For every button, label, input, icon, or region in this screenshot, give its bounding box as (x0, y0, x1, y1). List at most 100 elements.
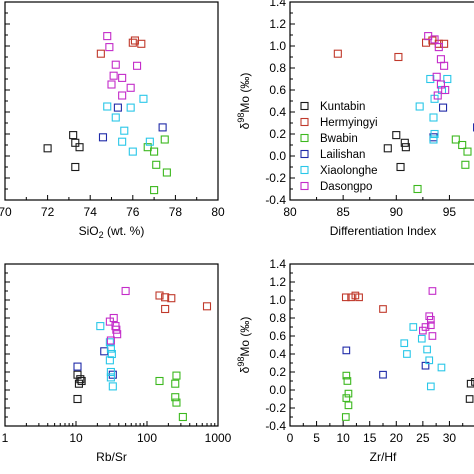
data-point-kuntabin (74, 379, 83, 388)
data-point-hermyingyi (333, 49, 342, 58)
chart-panel-top-left: 70 72 74 76 78 80 SiO2 (wt. %) (0, 1, 225, 240)
legend-marker-lailishan (300, 149, 309, 159)
legend-marker-dasongpo (300, 181, 309, 191)
data-point-xiaolonghe (120, 126, 129, 135)
y-tick-label: 1.2 (269, 17, 286, 31)
y-tick-label: 0.6 (269, 83, 286, 97)
y-title-rest: Mo (‰) (238, 317, 252, 357)
x-tick-label: 80 (211, 205, 225, 219)
legend-label: Xiaolonghe (320, 165, 378, 177)
x-tick-label: 76 (126, 205, 140, 219)
x-axis-title: Rb/Sr (96, 450, 127, 464)
data-point-xiaolonghe (118, 137, 127, 146)
data-point-dasongpo (121, 286, 130, 296)
data-point-hermyingyi (202, 302, 212, 311)
data-point-lailishan (113, 103, 122, 112)
y-tick-label: 0.8 (269, 61, 286, 75)
data-point-dasongpo (106, 336, 115, 345)
data-point-lailishan (73, 362, 82, 371)
data-point-dasongpo (126, 83, 135, 92)
data-point-bwabin (342, 371, 351, 380)
x-tick-label: 80 (283, 205, 297, 219)
y-tick-label: 0.8 (269, 311, 286, 325)
data-point-bwabin (451, 135, 460, 144)
data-point-xiaolonghe (106, 344, 115, 353)
data-point-bwabin (172, 398, 181, 407)
data-point-dasongpo (109, 71, 118, 80)
data-point-hermyingyi (355, 293, 363, 302)
x-tick-label: 15 (363, 431, 377, 445)
data-point-kuntabin (73, 370, 82, 379)
y-tick-label: 1.0 (269, 293, 286, 307)
y-tick-label: -0.2 (265, 401, 286, 415)
plot-frame (289, 263, 474, 427)
x-tick-label: 0 (287, 431, 294, 445)
plot-frame (289, 1, 474, 201)
data-point-kuntabin (392, 131, 401, 140)
data-point-dasongpo (440, 61, 449, 70)
y-axis-title: δ98Mo (‰) (236, 317, 252, 374)
data-point-bwabin (463, 147, 472, 156)
data-point-bwabin (171, 393, 180, 402)
data-point-kuntabin (71, 162, 80, 172)
data-point-kuntabin (400, 138, 409, 147)
y-tick-label: -0.4 (265, 193, 286, 207)
legend-label: Bwabin (320, 133, 358, 145)
data-point-bwabin (171, 379, 180, 388)
data-point-xiaolonghe (415, 102, 424, 111)
data-point-bwabin (458, 140, 467, 150)
x-axis-title: Differentiation Index (330, 224, 437, 238)
data-point-bwabin (344, 389, 353, 398)
data-point-kuntabin (471, 378, 474, 386)
data-point-xiaolonghe (96, 322, 105, 331)
y-tick-label: 0.2 (269, 365, 286, 379)
data-point-dasongpo (434, 43, 443, 52)
data-point-bwabin (152, 160, 161, 169)
data-point-bwabin (343, 377, 352, 385)
data-point-dasongpo (426, 321, 435, 330)
y-tick-label: 1.4 (269, 0, 286, 9)
chart-panel-top-right: -0.4 -0.2 0.0 0.2 0.4 0.6 0.8 1.0 1.2 1.4 80 85 90 95… (236, 0, 474, 238)
data-point-bwabin (155, 376, 164, 386)
data-point-xiaolonghe (417, 334, 426, 343)
x-title-part: SiO (79, 224, 99, 238)
data-point-hermyingyi (128, 38, 137, 47)
x-tick-label: 72 (41, 205, 55, 219)
x-tick-label: 10 (69, 431, 83, 445)
data-point-xiaolonghe (145, 137, 154, 146)
data-point-kuntabin (466, 379, 474, 388)
x-title-subscript: 2 (99, 230, 104, 240)
data-point-bwabin (160, 135, 169, 144)
data-point-kuntabin (76, 375, 85, 384)
legend-marker-hermyingyi (300, 117, 309, 127)
data-point-dasongpo (436, 55, 445, 64)
y-tick-label: 1.4 (269, 257, 286, 271)
markers-group (341, 287, 474, 421)
x-axis-title: Zr/Hf (370, 450, 397, 464)
data-point-bwabin (344, 401, 353, 410)
data-point-bwabin (150, 186, 159, 195)
data-point-dasongpo (111, 60, 120, 69)
data-point-hermyingyi (341, 293, 350, 302)
legend-marker-kuntabin (300, 101, 309, 111)
data-point-xiaolonghe (409, 323, 418, 331)
x-tick-label: 10 (336, 431, 350, 445)
data-point-bwabin (342, 394, 351, 402)
data-point-hermyingyi (155, 291, 164, 300)
chart-panel-bottom-right: -0.4 -0.2 0.0 0.2 0.4 0.6 0.8 1.0 1.2 1.4 0 5 10 15 20… (236, 257, 474, 464)
data-point-lailishan (100, 347, 109, 356)
data-point-xiaolonghe (126, 103, 135, 112)
data-point-xiaolonghe (425, 356, 434, 365)
data-point-hermyingyi (137, 39, 146, 48)
data-point-kuntabin (71, 138, 80, 147)
data-point-xiaolonghe (426, 74, 435, 84)
x-title-part: (wt. %) (104, 224, 145, 238)
x-tick-label: 1000 (205, 431, 232, 445)
data-point-kuntabin (75, 143, 84, 152)
y-tick-label: 0.4 (269, 105, 286, 119)
y-title-superscript: 98 (236, 357, 246, 367)
chart-panel-bottom-left: 1 10 100 1000 Rb/Sr (2, 263, 232, 464)
y-title-superscript: 98 (236, 113, 246, 123)
y-tick-label: 0.2 (269, 127, 286, 141)
